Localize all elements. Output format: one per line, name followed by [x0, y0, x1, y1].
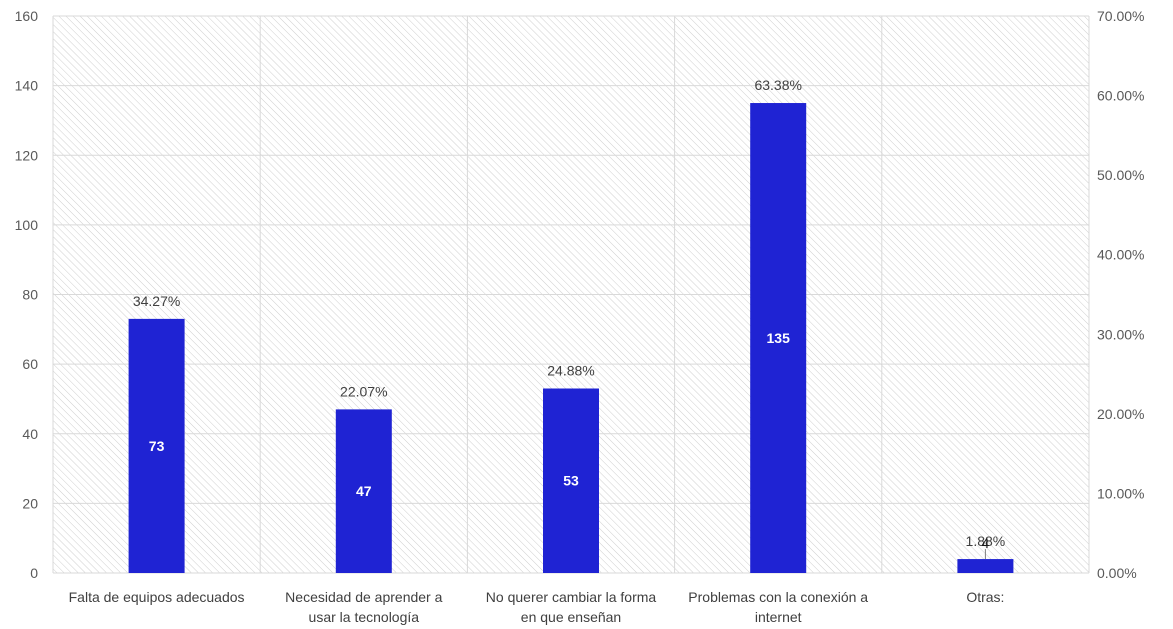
y2-tick-label: 50.00% — [1097, 167, 1144, 183]
percent-label: 1.88% — [966, 533, 1006, 549]
y2-tick-label: 60.00% — [1097, 88, 1144, 104]
category-label: Falta de equipos adecuados — [69, 589, 245, 605]
y2-tick-label: 10.00% — [1097, 485, 1144, 501]
y2-tick-label: 20.00% — [1097, 406, 1144, 422]
y2-tick-label: 0.00% — [1097, 565, 1137, 581]
value-label: 73 — [149, 438, 165, 454]
category-label: No querer cambiar la forma en que enseñan — [486, 589, 657, 625]
percent-label: 22.07% — [340, 383, 387, 399]
value-label: 47 — [356, 483, 372, 499]
category-label: Otras: — [966, 589, 1004, 605]
percent-label: 34.27% — [133, 293, 180, 309]
percent-label: 24.88% — [547, 362, 594, 378]
bar — [128, 318, 185, 573]
bar — [750, 103, 807, 573]
x-axis-labels: Falta de equipos adecuados Necesidad de a… — [69, 589, 1005, 625]
percent-label: 63.38% — [754, 77, 801, 93]
category-label: Problemas con la conexión a internet — [688, 589, 868, 625]
y-tick-label: 40 — [22, 426, 38, 442]
y2-tick-label: 40.00% — [1097, 247, 1144, 263]
y2-tick-label: 30.00% — [1097, 326, 1144, 342]
y-axis-left: 0 20 40 60 80 100 120 140 160 — [15, 8, 39, 581]
bar — [543, 388, 599, 573]
y-tick-label: 80 — [22, 287, 38, 303]
y2-tick-label: 70.00% — [1097, 8, 1144, 24]
y-axis-right: 0.00% 10.00% 20.00% 30.00% 40.00% 50.00% 60.00… — [1097, 8, 1144, 581]
bars: 34.27% 73 22.07% 47 24.88% 53 63.38% 135 1.88%4 — [128, 77, 1014, 573]
y-tick-label: 60 — [22, 356, 38, 372]
category-label: Necesidad de aprender a usar la tecnologí… — [285, 589, 442, 625]
value-label: 135 — [767, 330, 791, 346]
y-tick-label: 0 — [30, 565, 38, 581]
value-label: 53 — [563, 473, 579, 489]
y-tick-label: 160 — [15, 8, 39, 24]
bar — [957, 559, 1014, 573]
y-tick-label: 20 — [22, 495, 38, 511]
y-tick-label: 100 — [15, 217, 39, 233]
value-label: 4 — [982, 535, 990, 551]
bar — [335, 409, 392, 573]
y-tick-label: 140 — [15, 78, 39, 94]
y-tick-label: 120 — [15, 147, 39, 163]
